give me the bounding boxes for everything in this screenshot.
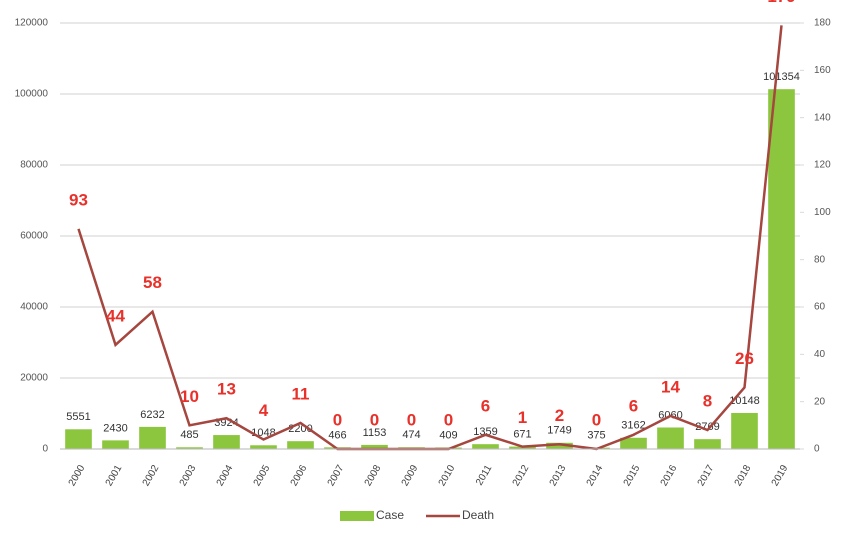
x-tick-label: 2002 <box>141 463 162 488</box>
bar-value-label: 5551 <box>66 411 90 423</box>
bar-value-label: 2430 <box>103 422 127 434</box>
y-tick-label: 80000 <box>20 160 48 171</box>
x-tick-label: 2015 <box>622 463 643 488</box>
line-value-label: 93 <box>69 190 88 209</box>
bar <box>768 89 795 449</box>
line-value-label: 0 <box>333 410 342 429</box>
y2-tick-label: 20 <box>814 396 826 407</box>
y2-tick-label: 140 <box>814 112 831 123</box>
line-value-label: 26 <box>735 349 754 368</box>
x-tick-label: 2007 <box>326 463 347 488</box>
legend-label: Death <box>462 508 494 522</box>
line-value-label: 0 <box>407 410 416 429</box>
y2-tick-label: 160 <box>814 65 831 76</box>
y2-tick-label: 0 <box>814 444 820 455</box>
line-value-label: 6 <box>629 396 638 415</box>
bar-value-label: 409 <box>439 429 457 441</box>
line-value-label: 58 <box>143 273 162 292</box>
y2-tick-label: 100 <box>814 207 831 218</box>
legend-swatch <box>340 511 374 521</box>
x-tick-label: 2016 <box>659 463 680 488</box>
bar <box>65 429 92 449</box>
y2-tick-label: 40 <box>814 349 826 360</box>
bar <box>361 444 388 449</box>
x-tick-label: 2006 <box>289 463 310 488</box>
bar-value-label: 1749 <box>547 425 571 437</box>
bar-value-label: 485 <box>180 429 198 441</box>
y2-tick-label: 120 <box>814 160 831 171</box>
bar-value-label: 6232 <box>140 409 164 421</box>
bar-value-label: 1359 <box>473 426 497 438</box>
y-tick-label: 0 <box>42 444 48 455</box>
bar-value-label: 375 <box>587 430 605 442</box>
x-tick-label: 2013 <box>548 463 569 488</box>
line-value-label: 1 <box>518 408 527 427</box>
line-value-label: 4 <box>259 401 269 420</box>
legend-label: Case <box>376 508 404 522</box>
bar <box>287 441 314 449</box>
x-tick-label: 2011 <box>474 463 494 488</box>
bar <box>694 439 721 449</box>
x-tick-label: 2009 <box>400 463 421 488</box>
line-value-label: 179 <box>767 0 795 6</box>
x-tick-label: 2003 <box>178 463 199 488</box>
y2-tick-label: 80 <box>814 254 826 265</box>
line-value-label: 13 <box>217 380 236 399</box>
bar <box>176 447 203 449</box>
bar-value-label: 474 <box>402 429 420 441</box>
bar-value-label: 101354 <box>763 71 800 83</box>
bar <box>472 444 499 449</box>
x-tick-label: 2014 <box>585 463 606 488</box>
x-tick-label: 2005 <box>252 463 273 488</box>
bar-value-label: 3162 <box>621 420 645 432</box>
y-tick-label: 60000 <box>20 231 48 242</box>
bar <box>620 437 647 449</box>
y-tick-label: 20000 <box>20 373 48 384</box>
x-tick-label: 2010 <box>437 463 458 488</box>
bar <box>213 435 240 449</box>
line-value-label: 10 <box>180 387 199 406</box>
x-tick-label: 2017 <box>696 463 717 488</box>
bar-value-label: 1153 <box>363 427 387 439</box>
line-value-label: 0 <box>370 410 379 429</box>
x-tick-label: 2004 <box>215 463 236 488</box>
x-tick-label: 2008 <box>363 463 384 488</box>
bar <box>546 442 573 449</box>
line-value-label: 8 <box>703 392 712 411</box>
x-tick-label: 2012 <box>511 463 532 488</box>
bar <box>102 440 129 449</box>
y2-tick-label: 180 <box>814 18 831 29</box>
line-value-label: 2 <box>555 406 564 425</box>
x-tick-label: 2018 <box>733 463 754 488</box>
line-value-label: 6 <box>481 396 490 415</box>
y-tick-label: 120000 <box>15 18 49 29</box>
bar <box>731 412 758 449</box>
y-tick-label: 100000 <box>15 89 49 100</box>
line-value-label: 0 <box>592 410 601 429</box>
line-value-label: 44 <box>106 306 125 325</box>
bar <box>250 445 277 449</box>
x-tick-label: 2019 <box>770 463 791 488</box>
y2-tick-label: 60 <box>814 302 826 313</box>
bar <box>139 426 166 449</box>
bar-value-label: 466 <box>328 429 346 441</box>
bar <box>657 427 684 449</box>
line-value-label: 0 <box>444 410 453 429</box>
line-value-label: 11 <box>292 384 310 403</box>
line-value-label: 14 <box>661 377 680 396</box>
bar-value-label: 671 <box>513 429 531 441</box>
y-tick-label: 40000 <box>20 302 48 313</box>
x-tick-label: 2001 <box>104 463 125 488</box>
x-tick-label: 2000 <box>67 463 88 488</box>
